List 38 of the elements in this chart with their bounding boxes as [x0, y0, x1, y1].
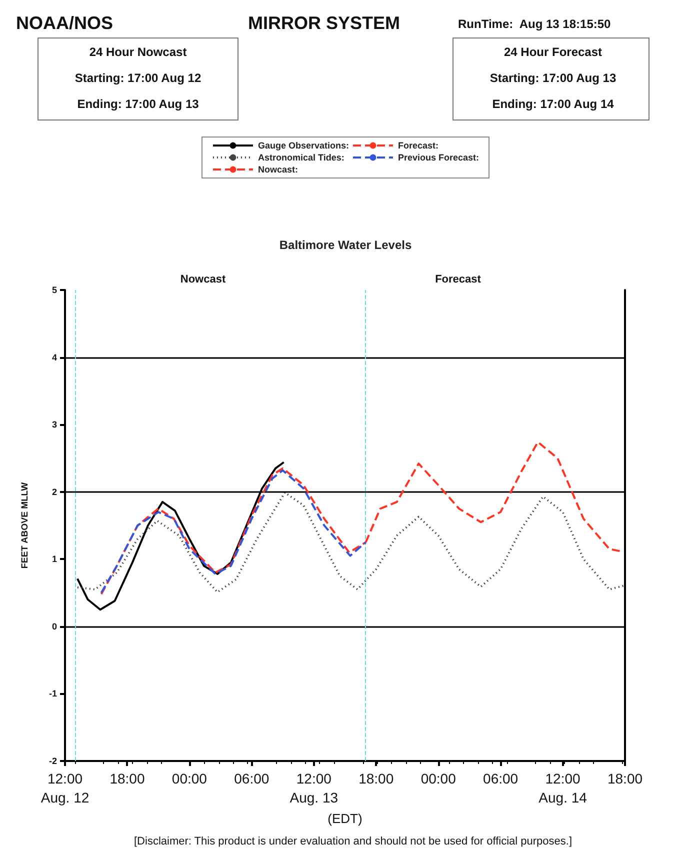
x-tick-label: 06:00 [234, 770, 270, 786]
y-axis-title: FEET ABOVE MLLW [20, 482, 30, 569]
x-tick-label: 00:00 [420, 770, 456, 786]
x-tick-label: 18:00 [110, 770, 145, 786]
y-tick-label: 4 [52, 352, 57, 362]
y-tick-label: -1 [48, 688, 57, 699]
x-tick-label: 18:00 [607, 770, 643, 786]
y-tick-label: 5 [52, 285, 57, 295]
x-tick-label: 00:00 [172, 770, 208, 786]
y-tick-label: -2 [48, 756, 57, 766]
text: Starting: 17:00 Aug 12 [74, 71, 202, 85]
x-tick-label: 06:00 [483, 770, 518, 786]
x-axis-title: (EDT) [328, 810, 362, 826]
y-tick-label: 1 [52, 554, 57, 564]
y-tick-label: 0 [52, 621, 57, 632]
legend-label: Previous Forecast: [398, 152, 480, 162]
text: Ending: 17:00 Aug 13 [77, 97, 200, 111]
legend-label: Nowcast: [258, 164, 298, 174]
x-tick-label: 12:00 Aug. 14 [538, 770, 588, 806]
y-tick-label: 2 [52, 486, 57, 497]
text: Forecast [435, 274, 482, 286]
x-tick-label: 18:00 [358, 770, 394, 786]
x-tick-label: 12:00 Aug. 13 [290, 770, 338, 806]
text: [Disclaimer: This product is under evaluation and should not be used for official purposes.] [134, 836, 572, 848]
text: Ending: 17:00 Aug 14 [492, 97, 614, 111]
text: RunTime: Aug 13 18:15:50 [458, 17, 612, 31]
chart-title: Baltimore Water Levels [279, 238, 412, 252]
legend-label: Astronomical Tides: [258, 152, 344, 162]
y-tick-label: 3 [52, 420, 57, 430]
text: MIRROR SYSTEM [248, 13, 400, 33]
text: Starting: 17:00 Aug 13 [490, 71, 616, 85]
x-tick-label: 12:00 Aug. 12 [40, 770, 90, 806]
text: 24 Hour Nowcast [89, 45, 187, 59]
text: Nowcast [180, 274, 226, 286]
text: 24 Hour Forecast [504, 45, 602, 59]
text: NOAA/NOS [16, 13, 114, 33]
legend-label: Forecast: [398, 140, 439, 150]
legend-label: Gauge Observations: [258, 140, 350, 150]
